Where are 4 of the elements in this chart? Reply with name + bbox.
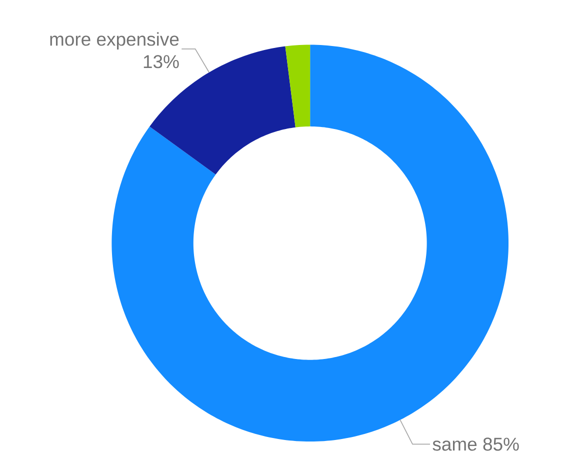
slice-label: same	[432, 440, 477, 451]
slice-label: more expensive	[50, 32, 179, 50]
data-label: 13%	[144, 55, 179, 68]
data-label: 85%	[483, 438, 519, 451]
